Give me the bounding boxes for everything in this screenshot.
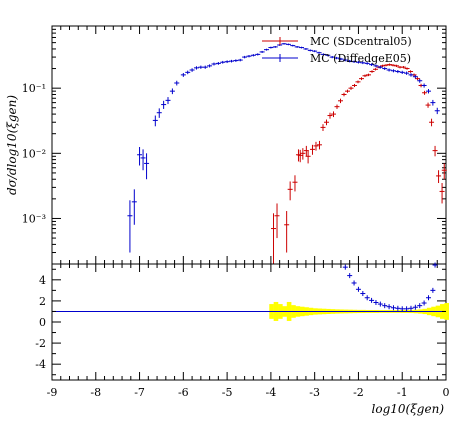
series-diffedgee05	[127, 42, 440, 253]
main-plot-panel: 10⁻³ 10⁻² 10⁻¹ dσ/dlog10(ξgen) MC (SDcentr…	[5, 25, 447, 265]
x-tick-label: -9	[47, 386, 58, 399]
y-axis-title: dσ/dlog10(ξgen)	[5, 95, 19, 195]
x-tick-label: -7	[134, 386, 145, 399]
legend-label-sdcentral05: MC (SDcentral05)	[310, 35, 412, 48]
y-tick-label: 10⁻³	[22, 212, 46, 225]
ratio-y-tick-label: -4	[35, 358, 46, 371]
main-series-group	[127, 42, 447, 264]
x-tick-label: -6	[178, 386, 189, 399]
ratio-y-tick-label: 0	[39, 316, 46, 329]
x-tick-label: -4	[266, 386, 277, 399]
legend-label-diffedgee05: MC (DiffedgeE05)	[310, 52, 411, 65]
x-tick-label: -5	[222, 386, 233, 399]
legend: MC (SDcentral05) MC (DiffedgeE05)	[262, 35, 412, 65]
x-tick-label: -1	[397, 386, 408, 399]
series-sdcentral05	[271, 63, 447, 264]
ratio-y-tick-label: 4	[39, 274, 46, 287]
ratio-series-group	[342, 262, 438, 312]
band-segment	[444, 303, 449, 320]
ratio-y-tick-label: 2	[39, 295, 46, 308]
x-tick-label: 0	[443, 386, 450, 399]
main-axis-ticks: 10⁻³ 10⁻² 10⁻¹	[22, 25, 447, 265]
x-axis-title: log10(ξgen)	[372, 402, 445, 416]
ratio-axis-ticks: -9 -8 -7 -6 -5 -4 -3 -2 -1 0 -4 -2 0 2 4	[35, 264, 450, 399]
ratio-y-tick-label: -2	[35, 337, 46, 350]
ratio-plot-frame	[51, 263, 447, 381]
x-tick-label: -2	[353, 386, 364, 399]
x-tick-label: -8	[90, 386, 101, 399]
x-tick-label: -3	[309, 386, 320, 399]
y-tick-label: 10⁻²	[22, 147, 46, 160]
y-tick-label: 10⁻¹	[22, 82, 46, 95]
ratio-plot-panel: -9 -8 -7 -6 -5 -4 -3 -2 -1 0 -4 -2 0 2 4 log10(ξgen)	[35, 262, 450, 416]
